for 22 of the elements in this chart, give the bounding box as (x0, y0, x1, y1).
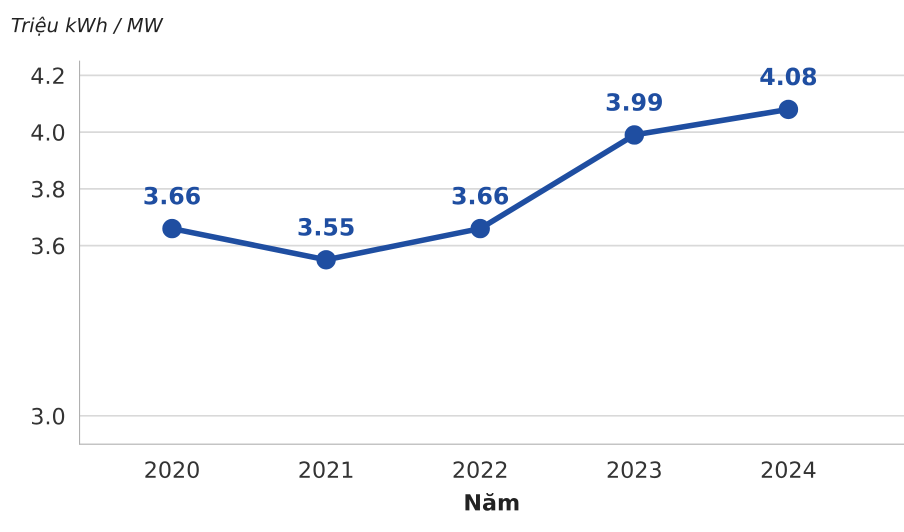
x-tick-label: 2020 (145, 461, 199, 478)
point (162, 218, 182, 238)
point (470, 218, 490, 238)
data-label: 3.66 (452, 186, 508, 205)
y-tick-label: 3.0 (32, 408, 64, 425)
y-axis-title: Triệu kWh / MW (12, 16, 164, 36)
y-tick-label: 3.6 (32, 238, 64, 254)
x-tick-label: 2022 (454, 461, 506, 478)
data-label: 3.55 (298, 218, 354, 236)
x-tick-label: 2023 (608, 461, 661, 478)
data-label: 3.66 (144, 186, 200, 205)
point (624, 125, 644, 145)
x-tick-label: 2024 (762, 461, 816, 478)
y-tick-label: 4.2 (31, 67, 64, 84)
point (316, 250, 336, 270)
data-label: 4.08 (760, 68, 816, 86)
y-tick-label: 3.8 (32, 180, 64, 198)
data-label: 3.99 (606, 93, 662, 111)
point (778, 100, 798, 120)
y-tick-label: 4.0 (31, 124, 64, 141)
x-axis-title: Năm (465, 492, 518, 511)
x-tick-label: 2021 (299, 461, 352, 478)
